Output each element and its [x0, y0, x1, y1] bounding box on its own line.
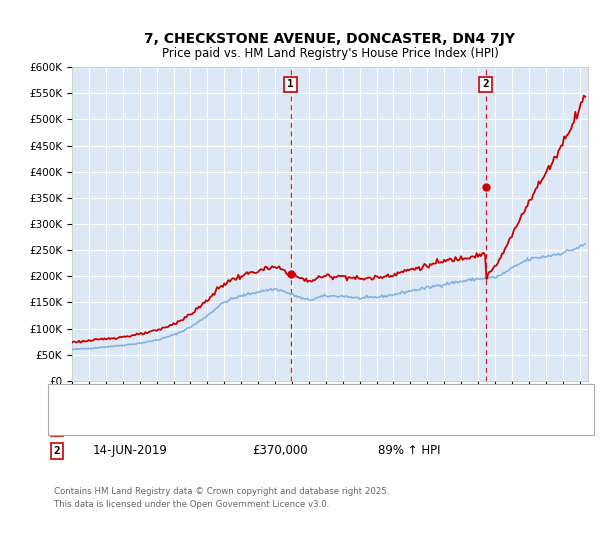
- Text: 89% ↑ HPI: 89% ↑ HPI: [378, 444, 440, 458]
- Text: 7, CHECKSTONE AVENUE, DONCASTER, DN4 7JY: 7, CHECKSTONE AVENUE, DONCASTER, DN4 7JY: [145, 32, 515, 46]
- Point: [286, 269, 295, 278]
- Text: —: —: [66, 387, 82, 402]
- Text: 1: 1: [53, 423, 61, 433]
- Text: HPI: Average price, detached house, Doncaster: HPI: Average price, detached house, Donc…: [93, 399, 340, 409]
- Text: Price paid vs. HM Land Registry's House Price Index (HPI): Price paid vs. HM Land Registry's House …: [161, 46, 499, 60]
- Text: 14-JUN-2019: 14-JUN-2019: [93, 444, 168, 458]
- Text: Contains HM Land Registry data © Crown copyright and database right 2025.
This d: Contains HM Land Registry data © Crown c…: [54, 487, 389, 510]
- Text: £205,000: £205,000: [252, 422, 308, 435]
- Text: 2: 2: [482, 80, 489, 90]
- Text: 9% ↑ HPI: 9% ↑ HPI: [378, 422, 433, 435]
- Text: 2: 2: [53, 446, 61, 456]
- Text: 1: 1: [287, 80, 294, 90]
- Text: 13-DEC-2007: 13-DEC-2007: [93, 422, 171, 435]
- Text: —: —: [66, 397, 81, 412]
- Point: [481, 183, 490, 192]
- Text: £370,000: £370,000: [252, 444, 308, 458]
- Text: 7, CHECKSTONE AVENUE, DONCASTER, DN4 7JY (detached house): 7, CHECKSTONE AVENUE, DONCASTER, DN4 7JY…: [93, 389, 437, 399]
